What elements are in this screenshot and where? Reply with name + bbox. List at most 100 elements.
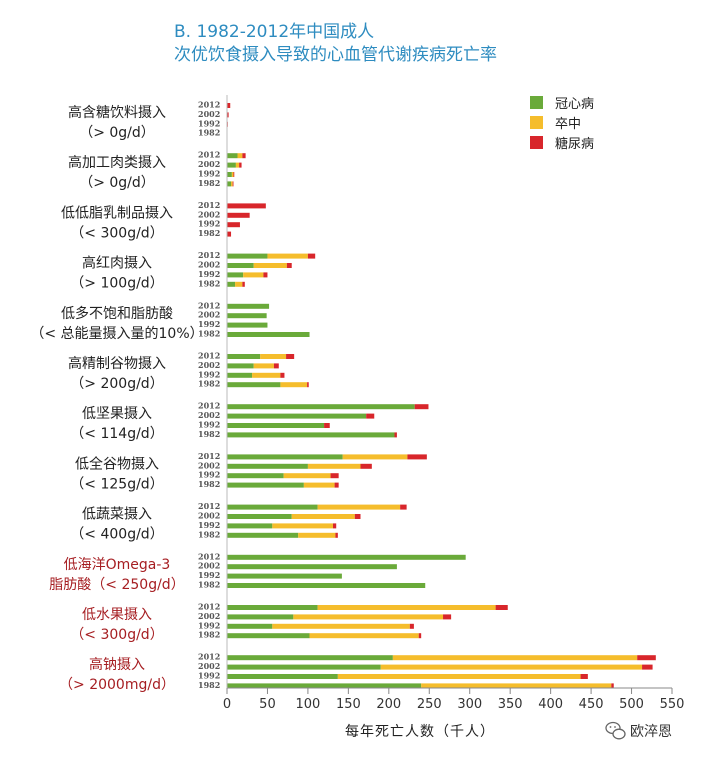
bar-segment-stroke (293, 614, 444, 620)
category-label-line: （< 114g/d） (70, 426, 163, 442)
bar-segment-diabetes (239, 162, 242, 168)
bar-segment-heart (227, 153, 238, 159)
bar-segment-heart (227, 674, 338, 679)
bar-segment-diabetes (642, 664, 653, 670)
bar-segment-stroke (421, 683, 612, 689)
bar-segment-heart (227, 473, 284, 479)
year-label: 1992 (198, 118, 220, 128)
category-label-line: 低全谷物摄入 (75, 455, 159, 472)
bar-segment-stroke (252, 372, 281, 378)
bar-segment-heart (227, 423, 325, 428)
bar-segment-diabetes (418, 633, 422, 639)
category-label-line: （< 总能量摄入量的10%） (30, 326, 203, 342)
category-label-line: 高钠摄入 (89, 656, 145, 673)
bar-segment-stroke (291, 514, 355, 519)
year-label: 1992 (198, 671, 220, 681)
x-tick-label: 50 (259, 697, 276, 712)
bar-segment-diabetes (280, 372, 285, 378)
bar-segment-stroke (260, 354, 287, 359)
year-label: 2002 (198, 611, 220, 621)
year-label: 2012 (198, 300, 220, 310)
bar-segment-diabetes (286, 263, 292, 268)
legend-label-diabetes: 糖尿病 (555, 136, 594, 152)
year-label: 1992 (198, 570, 220, 580)
year-label: 2012 (198, 351, 220, 361)
category-label-line: 低低脂乳制品摄入 (61, 205, 173, 221)
year-label: 2002 (198, 260, 220, 270)
bar-segment-diabetes (273, 363, 279, 369)
bar-segment-diabetes (611, 683, 614, 689)
year-label: 2002 (198, 159, 220, 169)
year-label: 1992 (198, 269, 220, 279)
x-axis-title: 每年死亡人数（千人） (345, 724, 495, 740)
bar-segment-heart (227, 172, 232, 177)
category-labels: 高含糖饮料摄入 （> 0g/d） 高加工肉类摄入 （> 0g/d） 低低脂乳制品摄入 （<… (30, 104, 203, 693)
year-label: 2002 (198, 310, 220, 320)
bar-segment-heart (227, 322, 268, 328)
bar-segment-heart (227, 382, 281, 388)
bar-segment-stroke (253, 363, 274, 369)
bar-segment-diabetes (334, 482, 339, 488)
wechat-icon (605, 721, 626, 740)
legend-label-stroke: 卒中 (555, 117, 581, 132)
year-labels: 2012200219921982201220021992198220122002… (198, 100, 220, 690)
category-label-line: （> 2000mg/d） (59, 677, 175, 693)
bar-segment-diabetes (409, 623, 414, 629)
category-label-line: 高加工肉类摄入 (68, 154, 166, 171)
bar-segment-stroke (272, 623, 410, 629)
bar-segment-heart (227, 372, 253, 378)
year-label: 1992 (198, 369, 220, 379)
bar-segment-heart (227, 263, 254, 268)
bar-segment-diabetes (227, 203, 266, 209)
year-label: 2002 (198, 410, 220, 420)
x-tick-label: 300 (457, 697, 482, 712)
bar-segment-diabetes (307, 253, 316, 259)
bar-segment-diabetes (330, 473, 339, 479)
x-tick-label: 450 (579, 697, 604, 712)
bar-segment-diabetes (227, 231, 232, 237)
bar-segment-heart (227, 253, 268, 259)
bar-segment-stroke (317, 605, 496, 610)
year-label: 2002 (198, 511, 220, 521)
year-label: 1982 (198, 529, 220, 539)
bar-segment-stroke (283, 473, 331, 479)
category-label-line: 低蔬菜摄入 (82, 507, 152, 523)
year-label: 1982 (198, 429, 220, 439)
bar-segment-stroke (231, 172, 234, 177)
bar-segment-heart (227, 504, 318, 510)
bar-segment-stroke (280, 382, 308, 388)
bar-segment-diabetes (307, 382, 309, 388)
bar-segment-heart (227, 272, 244, 278)
x-tick-label: 0 (223, 697, 231, 712)
year-label: 1982 (198, 630, 220, 640)
bar-segment-diabetes (232, 181, 234, 187)
year-label: 2002 (198, 561, 220, 571)
bar-segment-diabetes (286, 354, 295, 359)
year-label: 2002 (198, 661, 220, 671)
year-label: 1982 (198, 128, 220, 138)
bar-segment-heart (227, 683, 422, 689)
legend-swatch-stroke (530, 116, 543, 129)
bar-segment-heart (227, 181, 232, 187)
legend-swatch-heart (530, 96, 543, 109)
x-tick-label: 150 (336, 697, 361, 712)
year-label: 1992 (198, 319, 220, 329)
x-tick-label: 400 (538, 697, 563, 712)
year-label: 1992 (198, 169, 220, 179)
bar-segment-stroke (231, 181, 233, 187)
bar-segment-diabetes (227, 112, 229, 118)
category-label-line: （< 300g/d） (70, 225, 163, 241)
category-label-line: （< 400g/d） (70, 527, 163, 543)
bar-segment-diabetes (495, 605, 508, 610)
bar-segment-heart (227, 614, 294, 620)
category-label-line: 脂肪酸（< 250g/d） (49, 577, 184, 593)
bar-segment-heart (227, 454, 343, 460)
category-label-line: 低水果摄入 (82, 607, 152, 623)
bar-segment-heart (227, 463, 308, 469)
bar-segment-heart (227, 554, 466, 560)
year-label: 1982 (198, 479, 220, 489)
year-label: 1982 (198, 178, 220, 188)
year-label: 2012 (198, 652, 220, 662)
bar-segment-stroke (267, 253, 308, 259)
bar-segment-heart (227, 633, 310, 639)
